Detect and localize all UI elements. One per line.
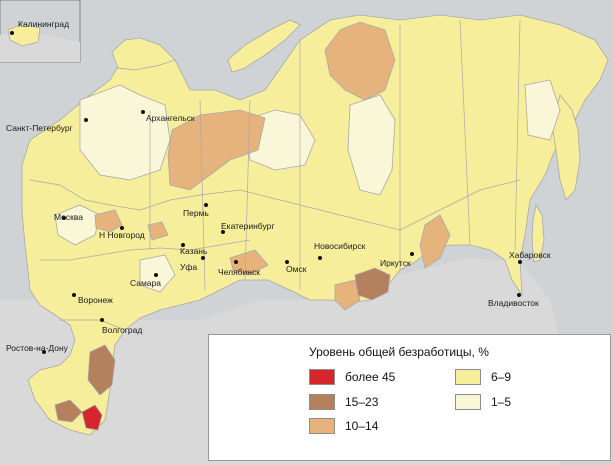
region-light-moscow: [54, 204, 101, 246]
city-dot-vladivostok: [517, 293, 521, 297]
region-altai: [334, 279, 361, 311]
city-label-rostov: Ростов-на-Дону: [6, 343, 69, 353]
city-dot-ufa: [201, 256, 205, 260]
city-dot-perm: [204, 203, 208, 207]
legend-item-1-5: 1–5: [455, 393, 511, 411]
city-label-nnovgorod: Н Новгород: [99, 230, 145, 240]
region-kirov-mari: [147, 221, 169, 241]
kola-peninsula: [111, 37, 176, 71]
novaya-zemlya: [227, 19, 301, 73]
region-taimyr: [324, 21, 396, 101]
city-label-khabarovsk: Хабаровск: [509, 250, 551, 260]
legend-item-45-plus: более 45: [309, 368, 395, 386]
city-label-moscow: Москва: [54, 212, 83, 222]
legend-label-15-23: 15–23: [345, 395, 379, 409]
city-label-arkhangelsk: Архангельск: [146, 113, 195, 123]
legend-swatch-6-9: [455, 369, 481, 385]
legend-swatch-10-14: [309, 418, 335, 434]
region-light-northwest: [79, 84, 171, 181]
legend-label-45-plus: более 45: [345, 370, 396, 384]
city-label-ekaterinburg: Екатеринбург: [221, 221, 274, 231]
region-light-krasnoyarsk: [347, 94, 396, 196]
city-label-chelyabinsk: Челябинск: [218, 267, 260, 277]
city-dot-novosibirsk: [318, 256, 322, 260]
region-nnovgorod: [94, 209, 123, 233]
city-label-spb: Санкт-Петербург: [6, 123, 73, 133]
legend-item-10-14: 10–14: [309, 417, 378, 435]
city-label-irkutsk: Иркутск: [380, 258, 411, 268]
city-label-ufa: Уфа: [180, 262, 197, 272]
region-light-samara: [139, 254, 176, 293]
legend-swatch-15-23: [309, 394, 335, 410]
legend-swatch-1-5: [455, 394, 481, 410]
city-dot-voronezh: [72, 293, 76, 297]
city-label-novosibirsk: Новосибирск: [314, 241, 366, 251]
region-kalmykia: [87, 344, 116, 396]
city-dot-rostov: [42, 350, 46, 354]
city-dot-arkhangelsk: [141, 110, 145, 114]
city-label-kaliningrad: Калининград: [18, 19, 69, 29]
region-light-magadan: [524, 79, 561, 141]
legend-label-6-9: 6–9: [491, 370, 512, 384]
city-dot-chelyabinsk: [234, 260, 238, 264]
legend-title: Уровень общей безработицы, %: [309, 345, 489, 359]
city-label-kazan: Казань: [180, 246, 208, 256]
city-label-vladivostok: Владивосток: [488, 298, 539, 308]
kamchatka: [551, 94, 581, 201]
city-dot-irkutsk: [410, 252, 414, 256]
city-dot-moscow: [62, 216, 66, 220]
city-label-perm: Пермь: [183, 208, 209, 218]
city-dot-samara: [154, 273, 158, 277]
city-label-samara: Самара: [130, 278, 161, 288]
region-komi: [167, 109, 266, 191]
legend-item-15-23: 15–23: [309, 393, 378, 411]
city-dot-spb: [84, 118, 88, 122]
city-dot-omsk: [285, 260, 289, 264]
region-tyva: [354, 267, 391, 301]
region-north-caucasus: [54, 399, 83, 423]
city-label-voronezh: Воронеж: [78, 295, 113, 305]
city-dot-nnovgorod: [120, 226, 124, 230]
city-dot-khabarovsk: [518, 260, 522, 264]
region-kurgan: [229, 249, 269, 276]
city-dot-ekaterinburg: [221, 230, 225, 234]
map-legend: Уровень общей безработицы, % более 45 15…: [208, 334, 611, 461]
city-label-volgograd: Волгоград: [102, 325, 142, 335]
legend-label-10-14: 10–14: [345, 419, 379, 433]
city-markers: Санкт-Петербург Архангельск Москва Н Нов…: [6, 110, 551, 354]
city-label-omsk: Омск: [286, 264, 307, 274]
legend-item-6-9: 6–9: [455, 368, 511, 386]
region-ingushetia: [81, 404, 103, 431]
legend-swatch-45-plus: [309, 369, 335, 385]
legend-label-1-5: 1–5: [491, 395, 512, 409]
region-buryatia-north: [419, 214, 451, 269]
sakhalin: [531, 203, 545, 263]
city-dot-kazan: [181, 243, 185, 247]
kaliningrad-inset: Калининград: [0, 0, 81, 63]
city-dot-volgograd: [100, 318, 104, 322]
